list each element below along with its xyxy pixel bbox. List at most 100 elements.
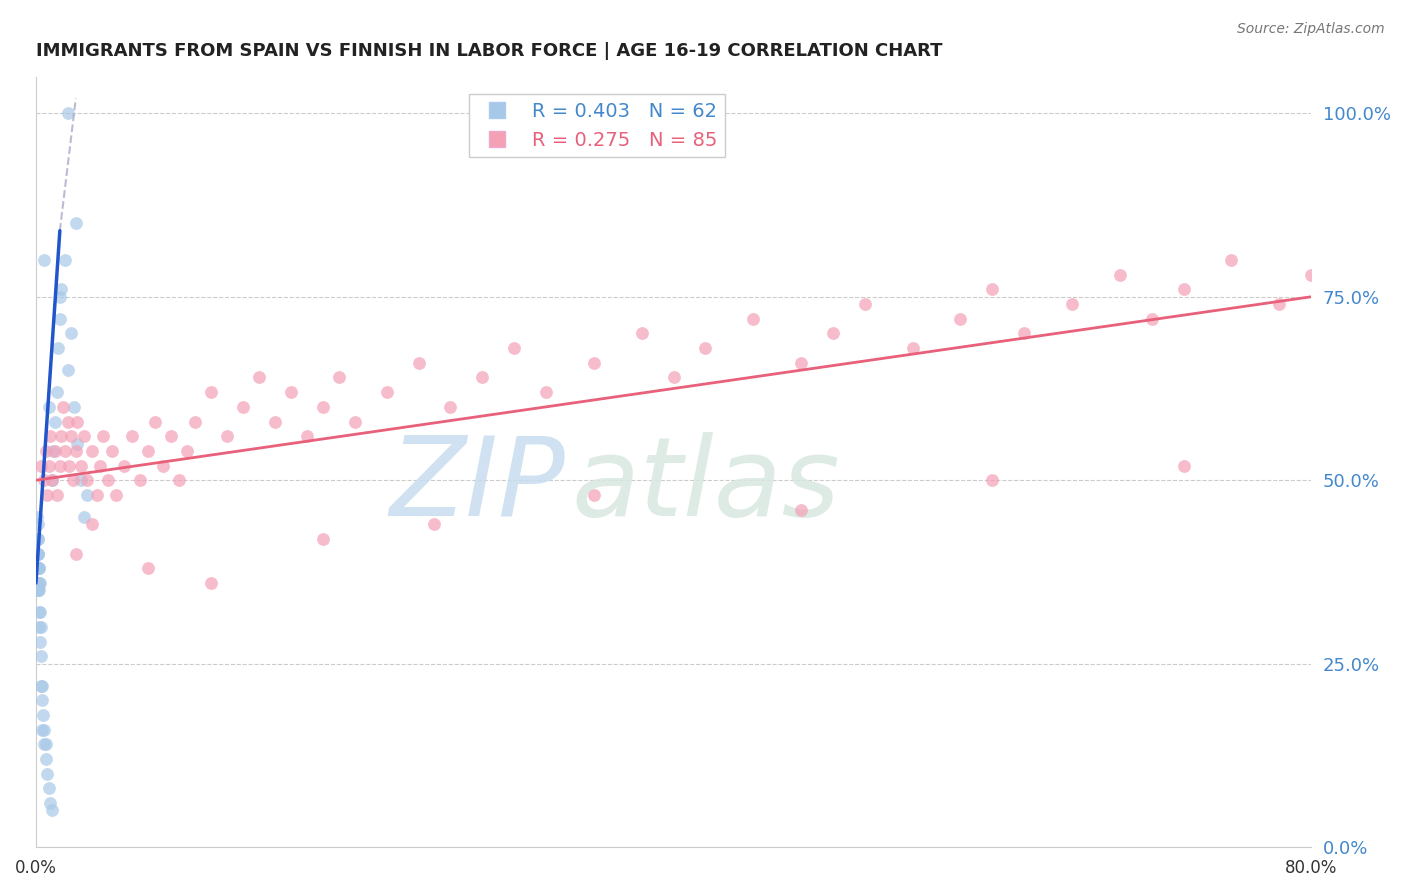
Point: [28, 620, 51, 634]
Point: [312, 532, 335, 546]
Point: [1331, 238, 1354, 252]
Point: [30, 458, 52, 473]
Point: [32, 708, 55, 723]
Point: [51, 282, 73, 296]
Point: [328, 370, 350, 384]
Point: [38, 458, 60, 473]
Point: [1173, 282, 1195, 296]
Point: [38, 781, 60, 796]
Point: [28, 576, 51, 591]
Point: [34, 443, 56, 458]
Point: [1062, 297, 1084, 311]
Point: [65, 547, 87, 561]
Point: [1109, 268, 1132, 282]
Point: [69, 473, 91, 487]
Point: [136, 561, 159, 575]
Point: [30, 649, 52, 664]
Point: [1268, 297, 1291, 311]
Point: [27, 547, 49, 561]
Point: [423, 517, 446, 532]
Point: [790, 356, 813, 370]
Point: [232, 400, 254, 414]
Point: [280, 385, 302, 400]
Point: [45, 488, 67, 502]
Point: [160, 429, 183, 443]
Point: [28, 605, 51, 619]
Point: [39, 429, 62, 443]
Point: [128, 473, 150, 487]
Point: [28, 561, 51, 575]
Point: [27, 510, 49, 524]
Point: [62, 473, 84, 487]
Point: [31, 723, 53, 737]
Point: [53, 253, 76, 268]
Point: [30, 679, 52, 693]
Point: [60, 326, 83, 341]
Point: [89, 458, 111, 473]
Point: [65, 216, 87, 230]
Point: [28, 583, 51, 598]
Point: [264, 415, 287, 429]
Point: [35, 488, 58, 502]
Point: [742, 311, 765, 326]
Point: [695, 341, 717, 355]
Point: [104, 488, 127, 502]
Point: [630, 326, 652, 341]
Point: [80, 517, 103, 532]
Point: [217, 429, 239, 443]
Point: [28, 561, 51, 575]
Point: [1012, 326, 1035, 341]
Point: [73, 510, 96, 524]
Point: [56, 363, 79, 377]
Point: [27, 561, 49, 575]
Point: [41, 473, 63, 487]
Point: [39, 796, 62, 810]
Point: [65, 443, 87, 458]
Point: [582, 356, 605, 370]
Point: [32, 253, 55, 268]
Point: [27, 561, 49, 575]
Point: [76, 473, 98, 487]
Point: [662, 370, 685, 384]
Text: atlas: atlas: [572, 432, 841, 539]
Point: [34, 738, 56, 752]
Point: [58, 458, 80, 473]
Point: [53, 443, 76, 458]
Point: [184, 415, 207, 429]
Point: [27, 561, 49, 575]
Point: [28, 605, 51, 619]
Point: [69, 458, 91, 473]
Point: [27, 576, 49, 591]
Point: [97, 473, 120, 487]
Point: [31, 693, 53, 707]
Point: [343, 415, 366, 429]
Point: [981, 282, 1004, 296]
Point: [790, 502, 813, 516]
Point: [1301, 268, 1323, 282]
Point: [25, 532, 48, 546]
Point: [27, 547, 49, 561]
Point: [27, 532, 49, 546]
Point: [45, 385, 67, 400]
Point: [439, 400, 461, 414]
Point: [200, 385, 222, 400]
Point: [503, 341, 526, 355]
Point: [152, 458, 174, 473]
Point: [176, 443, 198, 458]
Point: [25, 547, 48, 561]
Point: [408, 356, 430, 370]
Point: [31, 679, 53, 693]
Point: [582, 488, 605, 502]
Point: [51, 429, 73, 443]
Point: [42, 443, 65, 458]
Point: [112, 458, 135, 473]
Point: [27, 547, 49, 561]
Point: [1140, 311, 1163, 326]
Point: [169, 473, 191, 487]
Point: [46, 341, 69, 355]
Point: [41, 804, 63, 818]
Point: [44, 415, 66, 429]
Legend: R = 0.403   N = 62, R = 0.275   N = 85: R = 0.403 N = 62, R = 0.275 N = 85: [470, 94, 724, 157]
Point: [981, 473, 1004, 487]
Point: [32, 738, 55, 752]
